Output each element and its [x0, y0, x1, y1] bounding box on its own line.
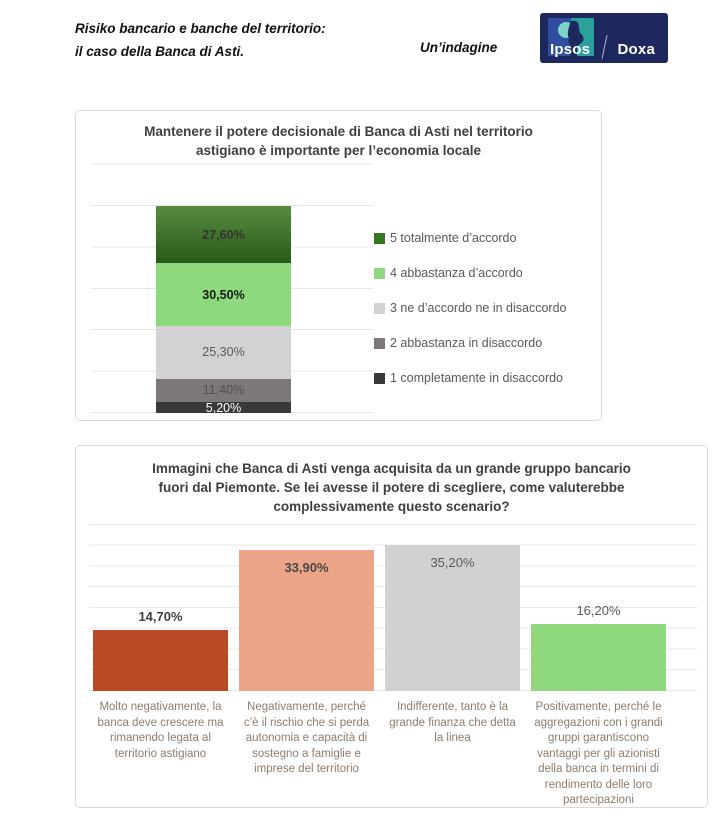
ipsos-doxa-logo: Ipsos Doxa [540, 13, 668, 63]
scenario-chart-title: Immagini che Banca di Asti venga acquisi… [152, 461, 631, 514]
ipsos-doxa-emblem-icon [548, 18, 594, 56]
bar-negativamente: 33,90% [239, 523, 374, 691]
logo-brand-ipsos: Ipsos [550, 41, 591, 58]
legend-swatch-icon [374, 372, 385, 384]
scenario-category-axis: Molto negativamente, la banca deve cresc… [93, 700, 666, 809]
bar-value-label: 35,20% [430, 554, 475, 570]
legend-swatch-icon [374, 267, 385, 279]
report-title-line1: Risiko bancario e banche del territorio: [75, 21, 326, 36]
bar-molto-negativamente: 14,70% [93, 523, 228, 691]
category-label: Indifferente, tanto è la grande finanza … [389, 701, 516, 744]
segment-value-label: 5,20% [205, 400, 242, 415]
segment-value-label: 11,40% [202, 383, 245, 398]
legend-swatch-icon [374, 302, 385, 314]
agreement-chart-panel: Mantenere il potere decisionale di Banca… [75, 110, 602, 421]
bar-indifferente: 35,20% [385, 523, 520, 691]
bar-rect [93, 630, 228, 691]
bar-value-label: 33,90% [284, 560, 329, 576]
category-label: Positivamente, perché le aggregazioni co… [534, 701, 663, 806]
report-title-line2: il caso della Banca di Asti. [75, 44, 245, 59]
legend-item: 1 completamente in disaccordo [374, 371, 567, 385]
report-tagline: Un’indagine [420, 40, 498, 55]
segment-value-label: 25,30% [202, 345, 245, 360]
stacked-segment-4-abbastanza: 30,50% [156, 263, 291, 327]
segment-value-label: 30,50% [202, 287, 245, 302]
legend-item: 4 abbastanza d’accordo [374, 266, 567, 280]
scenario-chart-plot-area: 14,70% 33,90% 35,20% 16,20% [89, 523, 697, 691]
category-label: Negativamente, perché c’è il rischio che… [243, 701, 370, 775]
scenario-bars: 14,70% 33,90% 35,20% 16,20% [93, 523, 666, 691]
stacked-segment-3-neutro: 25,30% [156, 326, 291, 379]
bar-value-label: 16,20% [576, 602, 621, 618]
agreement-chart-plot-area: 27,60% 30,50% 25,30% 11,40% 5,20% [91, 156, 373, 415]
bar-positivamente: 16,20% [531, 523, 666, 691]
stacked-segment-2-disaccordo: 11,40% [156, 378, 291, 403]
legend-item: 5 totalmente d’accordo [374, 231, 567, 245]
scenario-chart-panel: Immagini che Banca di Asti venga acquisi… [75, 445, 708, 808]
legend-label: 4 abbastanza d’accordo [390, 266, 523, 280]
logo-brand-doxa: Doxa [617, 41, 655, 58]
agreement-chart-title: Mantenere il potere decisionale di Banca… [144, 124, 533, 158]
legend-swatch-icon [374, 232, 385, 244]
legend-label: 1 completamente in disaccordo [390, 371, 564, 385]
logo-divider [601, 35, 608, 59]
legend-swatch-icon [374, 337, 385, 349]
legend-item: 2 abbastanza in disaccordo [374, 336, 567, 350]
bar-value-label: 14,70% [138, 609, 183, 624]
legend-label: 3 ne d’accordo ne in disaccordo [390, 301, 567, 315]
category-label: Molto negativamente, la banca deve cresc… [97, 701, 224, 760]
agreement-chart-legend: 5 totalmente d’accordo 4 abbastanza d’ac… [374, 231, 567, 385]
segment-value-label: 27,60% [202, 227, 245, 242]
legend-label: 5 totalmente d’accordo [390, 231, 517, 245]
bar-rect [239, 550, 374, 691]
stacked-segment-5-totalmente: 27,60% [156, 206, 291, 264]
bar-rect [385, 544, 520, 691]
legend-label: 2 abbastanza in disaccordo [390, 336, 543, 350]
report-title: Risiko bancario e banche del territorio:… [75, 17, 326, 63]
legend-item: 3 ne d’accordo ne in disaccordo [374, 301, 567, 315]
stacked-segment-1-completamente: 5,20% [156, 400, 291, 415]
stacked-column: 27,60% 30,50% 25,30% 11,40% 5,20% [156, 206, 291, 415]
bar-rect [531, 623, 666, 691]
